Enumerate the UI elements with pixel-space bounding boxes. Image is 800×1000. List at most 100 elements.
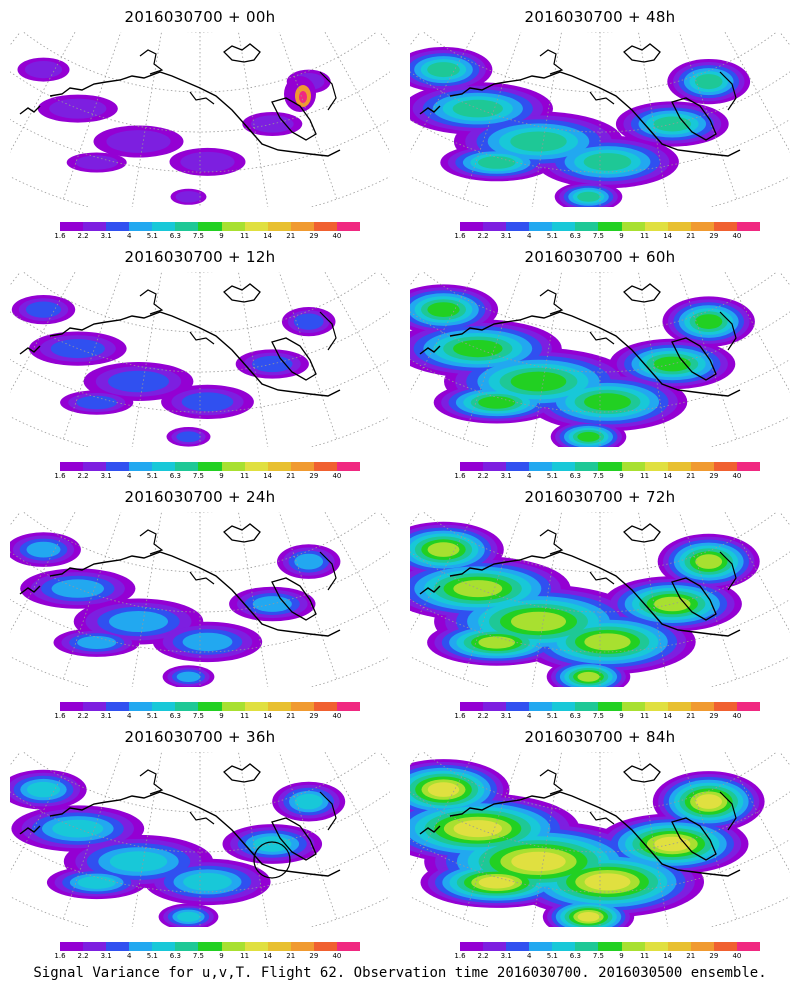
colorbar-swatch [690,942,714,951]
latitude-line [410,838,790,893]
polar-map [410,272,790,447]
colorbar-swatch [175,462,199,471]
colorbar-label: 14 [663,472,673,480]
colorbar-label: 5.1 [146,712,158,720]
colorbar-swatch [129,702,153,711]
field-contour [577,671,600,682]
field-contour [510,131,567,152]
coastline [19,551,341,637]
colorbar-swatch [175,942,199,951]
colorbar-swatch [690,462,714,471]
field-contour [695,314,723,329]
colorbar-swatch [175,222,199,231]
colorbar-swatch [460,942,484,951]
field-contour [478,396,516,409]
colorbar-swatch [244,702,268,711]
field-contour [77,636,117,649]
meridian-line [324,752,390,873]
colorbar-swatch [506,222,530,231]
colorbar-label: 6.3 [169,952,181,960]
colorbar-label: 40 [332,712,342,720]
colorbar-swatch [713,702,737,711]
field-contour [293,313,324,330]
colorbar-label: 2.2 [477,232,489,240]
colorbar-swatch [175,702,199,711]
colorbar-label: 7.5 [192,472,205,480]
colorbar-swatch [290,222,314,231]
field-contour [76,395,117,410]
colorbar-swatch [483,942,507,951]
field-contour [176,431,201,443]
map-panel-36h: 2016030700 + 36h 1.6 2.2 3.1 4 5.1 6.3 7.5 9 11 1… [0,720,400,960]
field-contour [294,553,324,570]
latitude-line [10,118,390,173]
field-contour [251,355,293,373]
colorbar-label: 9 [619,232,624,240]
panel-title: 2016030700 + 12h [124,248,276,266]
colorbar-label: 29 [309,952,319,960]
colorbar-label: 7.5 [192,712,205,720]
colorbar-label: 6.3 [169,232,181,240]
colorbar-label: 40 [732,952,742,960]
colorbar-swatch [483,702,507,711]
colorbar-label: 4 [526,952,532,960]
colorbar-label: 21 [286,712,296,720]
colorbar-label: 1.6 [454,952,466,960]
colorbar: 1.6 2.2 3.1 4 5.1 6.3 7.5 9 11 14 21 29 40 [454,942,761,962]
colorbar-labels: 1.6 2.2 3.1 4 5.1 6.3 7.5 9 11 14 21 29 40 [454,471,760,481]
colorbar-swatch [529,222,553,231]
colorbar-swatch [198,462,222,471]
meridian-line [379,752,390,766]
colorbar-label: 4 [526,472,532,480]
colorbar-swatch [83,222,107,231]
field-contour [180,151,235,172]
field-contour [52,819,104,838]
colorbar-label: 9 [219,232,224,240]
colorbar-swatches [460,702,761,711]
colorbar-swatch [483,462,507,471]
panel-title: 2016030700 + 48h [524,8,676,26]
colorbar-swatches [460,942,761,951]
colorbar-labels: 1.6 2.2 3.1 4 5.1 6.3 7.5 9 11 14 21 29 40 [454,231,760,241]
polar-map [410,32,790,207]
colorbar-label: 29 [709,232,719,240]
coastline [223,283,317,381]
colorbar-labels: 1.6 2.2 3.1 4 5.1 6.3 7.5 9 11 14 21 29 40 [54,471,360,481]
map-panel-60h: 2016030700 + 60h 1.6 2.2 3.1 4 5.1 6.3 7.5 9 11 1… [400,240,800,480]
colorbar-label: 2.2 [477,472,489,480]
field-contour [577,191,600,202]
colorbar-label: 9 [619,472,624,480]
coastline [139,529,337,591]
coastline [539,289,737,351]
map-field [410,521,760,687]
field-contour [453,580,503,598]
colorbar-label: 6.3 [569,232,581,240]
colorbar-swatch [460,222,484,231]
field-contour [24,61,63,79]
colorbar-label: 4 [126,232,132,240]
colorbar-label: 21 [286,952,296,960]
colorbar-label: 3.1 [100,232,112,240]
map-panel-00h: 2016030700 + 00h 1.6 2.2 3.1 4 5.1 6.3 7.5 9 11 1… [0,0,400,240]
colorbar-swatch [198,702,222,711]
colorbar-swatch [336,942,361,951]
colorbar-label: 29 [309,232,319,240]
colorbar-swatch [106,702,130,711]
colorbar-swatch [83,462,107,471]
meridian-line [131,272,162,447]
colorbar-label: 40 [332,472,342,480]
colorbar-swatch [713,222,737,231]
colorbar-swatch [83,942,107,951]
coastline [223,43,317,141]
meridian-line [324,512,390,633]
colorbar-label: 7.5 [592,952,605,960]
field-contour [511,611,566,632]
colorbar-label: 5.1 [546,952,558,960]
colorbar-label: 21 [686,952,696,960]
map-panel-84h: 2016030700 + 84h 1.6 2.2 3.1 4 5.1 6.3 7.5 9 11 1… [400,720,800,960]
colorbar-swatch [221,942,245,951]
meridian-line [379,272,390,286]
colorbar-swatch [244,462,268,471]
colorbar-label: 9 [219,712,224,720]
field-contour [695,794,722,809]
